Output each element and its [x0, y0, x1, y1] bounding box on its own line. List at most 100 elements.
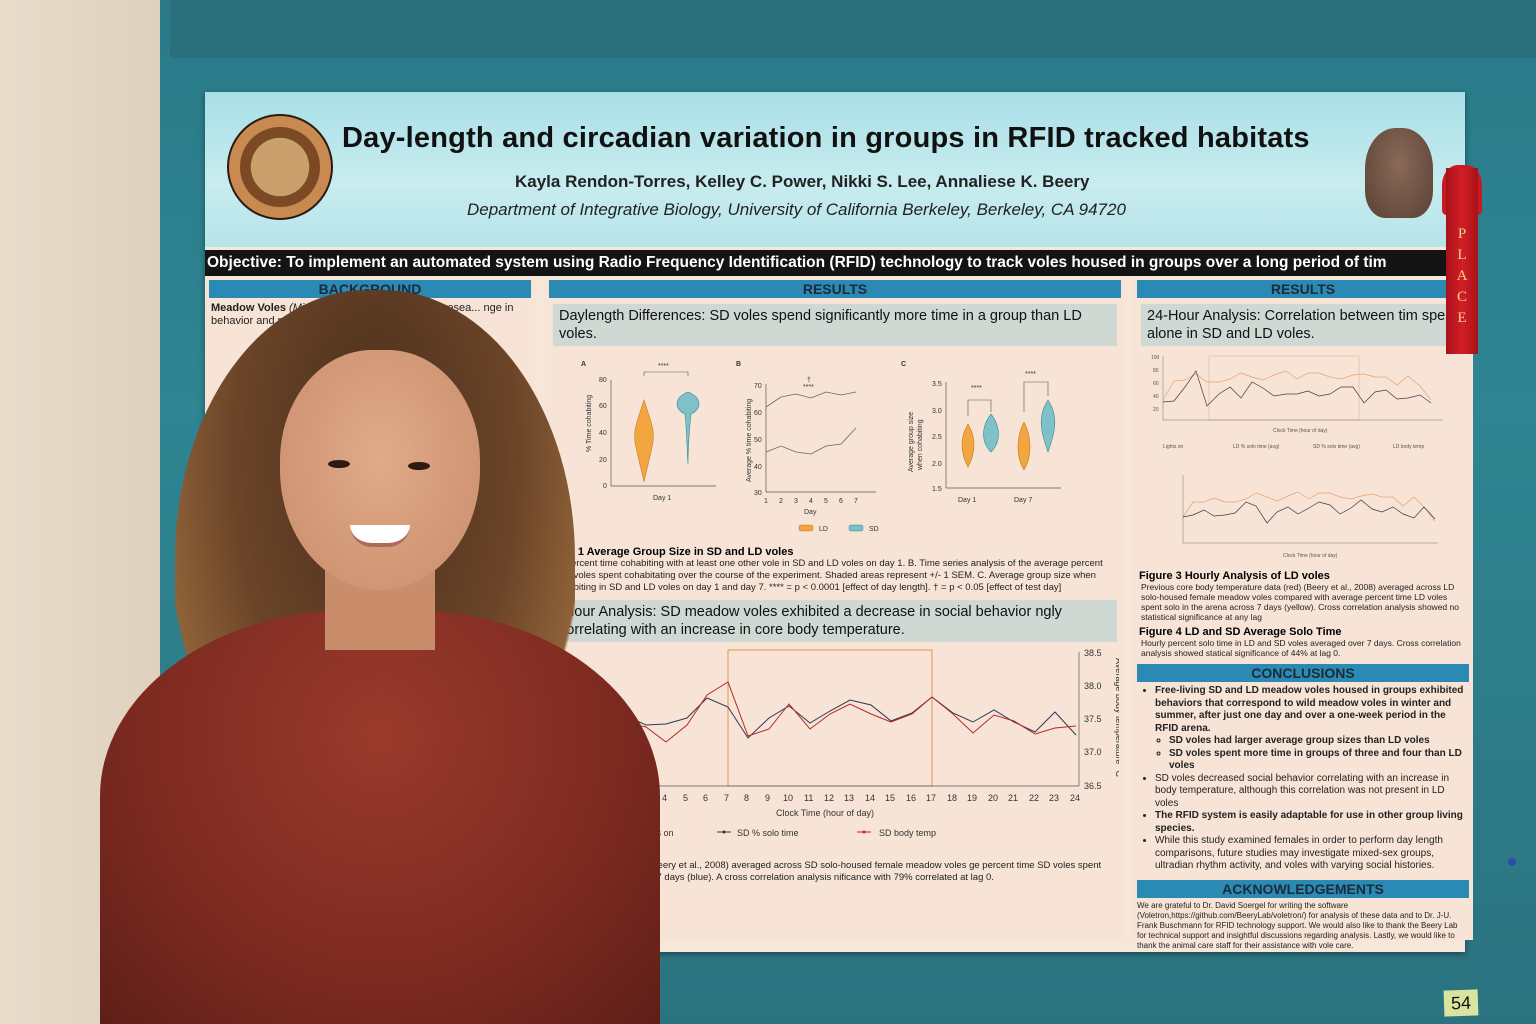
presenter-person — [100, 290, 660, 1024]
svg-text:****: **** — [658, 363, 669, 370]
svg-text:12: 12 — [824, 793, 834, 803]
svg-text:LD % solo time (avg): LD % solo time (avg) — [1233, 444, 1280, 450]
svg-text:70: 70 — [754, 383, 762, 390]
svg-text:38.5: 38.5 — [1084, 648, 1102, 658]
svg-text:19: 19 — [967, 793, 977, 803]
conclusions-list: Free-living SD and LD meadow voles house… — [1133, 682, 1473, 876]
svg-text:2: 2 — [779, 498, 783, 505]
svg-text:LD body temp: LD body temp — [1393, 444, 1424, 450]
svg-text:24: 24 — [1070, 793, 1080, 803]
svg-text:16: 16 — [906, 793, 916, 803]
svg-text:B: B — [736, 361, 741, 368]
objective-banner: Objective: To implement an automated sys… — [205, 250, 1465, 276]
conclusion-subitem: SD voles had larger average group sizes … — [1169, 735, 1465, 748]
figure-1-svg: A 80 60 40 20 0 % Time cohabiting **** Day 1… — [581, 361, 1061, 533]
svg-text:2.5: 2.5 — [932, 434, 942, 441]
board-number-tag: 54 — [1443, 989, 1479, 1017]
svg-text:Day 1: Day 1 — [653, 495, 671, 502]
svg-text:23: 23 — [1049, 793, 1059, 803]
correlation-subhead: 24-Hour Analysis: Correlation between ti… — [1141, 304, 1465, 346]
svg-text:7: 7 — [724, 793, 729, 803]
figure-4-caption: Hourly percent solo time in LD and SD vo… — [1141, 638, 1461, 658]
svg-text:40: 40 — [1153, 394, 1159, 400]
svg-text:40: 40 — [599, 430, 607, 437]
svg-text:5: 5 — [824, 498, 828, 505]
svg-text:60: 60 — [1153, 381, 1159, 387]
svg-text:30: 30 — [754, 490, 762, 497]
face — [280, 350, 480, 590]
poster-department: Department of Integrative Biology, Unive… — [467, 200, 1126, 219]
svg-text:37.5: 37.5 — [1084, 714, 1102, 724]
svg-text:6: 6 — [839, 498, 843, 505]
svg-text:80: 80 — [599, 377, 607, 384]
rust-blouse — [100, 610, 660, 1024]
svg-text:60: 60 — [599, 403, 607, 410]
svg-text:7: 7 — [854, 498, 858, 505]
poster-authors: Kayla Rendon-Torres, Kelley C. Power, Ni… — [515, 172, 1090, 191]
svg-text:Clock Time (hour of day): Clock Time (hour of day) — [1283, 553, 1338, 559]
daylength-subhead: Daylength Differences: SD voles spend si… — [553, 304, 1117, 346]
svg-text:Day 1: Day 1 — [958, 497, 976, 504]
svg-text:60: 60 — [754, 410, 762, 417]
svg-text:Average body temperature °C: Average body temperature °C — [1114, 658, 1119, 778]
svg-text:20: 20 — [599, 457, 607, 464]
svg-text:14: 14 — [865, 793, 875, 803]
svg-text:3.0: 3.0 — [932, 408, 942, 415]
svg-text:****: **** — [1025, 371, 1036, 378]
svg-text:Average group size: Average group size — [908, 412, 915, 472]
svg-text:Day: Day — [804, 509, 817, 516]
conclusion-subitem: SD voles spent more time in groups of th… — [1169, 748, 1465, 773]
figure-3-caption: Previous core body temperature data (red… — [1141, 582, 1459, 622]
svg-text:3: 3 — [794, 498, 798, 505]
svg-text:13: 13 — [844, 793, 854, 803]
svg-text:1.5: 1.5 — [932, 486, 942, 493]
figure-2-caption: emperature data (red) (Beery et al., 200… — [553, 860, 1102, 883]
svg-text:4: 4 — [662, 793, 667, 803]
svg-text:1: 1 — [764, 498, 768, 505]
results-header-right: RESULTS — [1137, 280, 1469, 298]
svg-text:22: 22 — [1029, 793, 1039, 803]
svg-text:SD body temp: SD body temp — [879, 828, 936, 838]
conclusion-item: Free-living SD and LD meadow voles house… — [1155, 685, 1465, 773]
svg-text:38.0: 38.0 — [1084, 681, 1102, 691]
conclusion-item: While this study examined females in ord… — [1155, 835, 1465, 873]
figure-1-caption: A. Percent time cohabiting with at least… — [553, 558, 1103, 593]
svg-text:SD % solo time: SD % solo time — [737, 828, 799, 838]
svg-text:21: 21 — [1008, 793, 1018, 803]
svg-text:2.0: 2.0 — [932, 461, 942, 468]
svg-text:37.0: 37.0 — [1084, 747, 1102, 757]
right-eye — [408, 462, 430, 470]
left-eye — [328, 460, 350, 468]
figure-4-svg: Clock Time (hour of day) — [1182, 475, 1438, 559]
conclusion-item: SD voles decreased social behavior corre… — [1155, 773, 1465, 811]
figure-1-title: gure 1 Average Group Size in SD and LD v… — [551, 546, 794, 558]
figure-1-charts: A 80 60 40 20 0 % Time cohabiting **** Day 1… — [551, 352, 1119, 542]
hour-analysis-subhead: -Hour Analysis: SD meadow voles exhibite… — [553, 600, 1117, 642]
figure-4-title: Figure 4 LD and SD Average Solo Time — [1139, 626, 1342, 638]
push-pin-icon — [1508, 858, 1516, 866]
svg-text:18: 18 — [947, 793, 957, 803]
poster-title: Day-length and circadian variation in gr… — [342, 122, 1310, 154]
svg-text:SD: SD — [869, 526, 879, 533]
svg-text:100: 100 — [1151, 355, 1160, 361]
poster-header: Day-length and circadian variation in gr… — [205, 92, 1465, 247]
svg-text:Clock Time (hour of day): Clock Time (hour of day) — [776, 808, 874, 818]
results-column-right: RESULTS 24-Hour Analysis: Correlation be… — [1133, 280, 1473, 950]
acknowledgements-text: We are grateful to Dr. David Soergel for… — [1137, 900, 1458, 950]
svg-text:†: † — [807, 377, 811, 384]
second-place-ribbon: P L A C E — [1446, 168, 1478, 354]
svg-text:9: 9 — [765, 793, 770, 803]
svg-text:0: 0 — [603, 483, 607, 490]
svg-text:A: A — [581, 361, 586, 368]
acknowledgements-header: ACKNOWLEDGEMENTS — [1137, 879, 1469, 898]
svg-text:17: 17 — [926, 793, 936, 803]
svg-text:% Time cohabiting: % Time cohabiting — [586, 395, 593, 452]
university-seal-icon — [227, 114, 333, 220]
svg-text:36.5: 36.5 — [1084, 781, 1102, 791]
conclusions-header: CONCLUSIONS — [1137, 664, 1469, 682]
svg-text:3.5: 3.5 — [932, 381, 942, 388]
svg-text:****: **** — [971, 385, 982, 392]
svg-text:20: 20 — [1153, 407, 1159, 413]
smile — [350, 525, 410, 547]
svg-text:Day 7: Day 7 — [1014, 497, 1032, 504]
